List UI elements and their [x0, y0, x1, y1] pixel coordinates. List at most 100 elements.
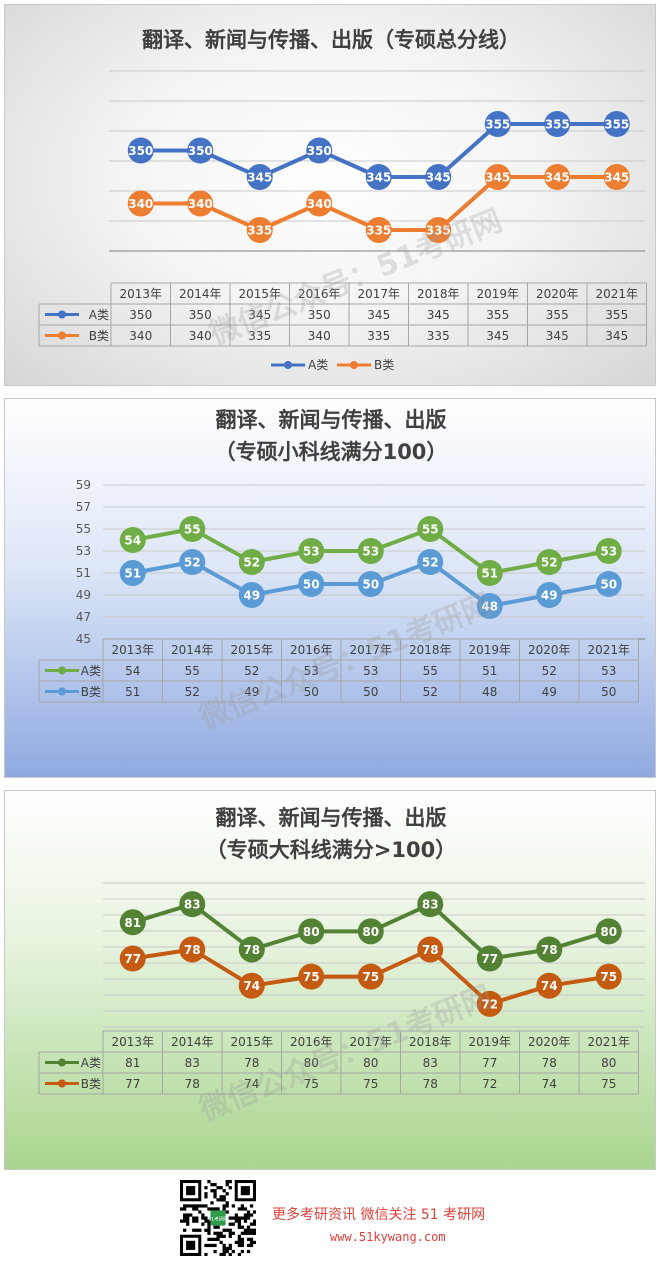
- data-point: [536, 582, 563, 608]
- qr-module: [207, 1231, 211, 1235]
- data-point: [179, 516, 206, 542]
- series-name: A类: [81, 1056, 101, 1070]
- qr-module: [249, 1213, 254, 1217]
- qr-module: [204, 1192, 208, 1196]
- qr-module: [195, 1228, 199, 1232]
- table-cell-value: 48: [482, 685, 497, 699]
- table-cell-value: 51: [125, 685, 140, 699]
- data-label: 55: [184, 523, 201, 537]
- data-point: [298, 918, 325, 945]
- qr-module: [207, 1207, 211, 1211]
- table-cell-value: 335: [427, 329, 450, 343]
- data-label: 80: [600, 925, 617, 939]
- table-cell-value: 50: [304, 685, 319, 699]
- data-point: [544, 111, 571, 137]
- qr-module: [231, 1249, 235, 1254]
- qr-module: [246, 1213, 251, 1217]
- qr-module: [225, 1192, 229, 1196]
- qr-module: [228, 1252, 232, 1257]
- qr-module: [210, 1189, 214, 1193]
- qr-module: [192, 1219, 196, 1223]
- qr-module: [207, 1237, 211, 1241]
- website-link[interactable]: www.51kywang.com: [330, 1230, 446, 1244]
- qr-module: [198, 1210, 202, 1214]
- qr-module: [246, 1210, 251, 1214]
- table-cell-value: 335: [248, 329, 271, 343]
- qr-module: [222, 1195, 226, 1199]
- table-cell-value: 350: [189, 308, 212, 322]
- qr-module: [207, 1243, 211, 1248]
- x-tick-label: 2020年: [536, 287, 579, 301]
- data-point: [357, 918, 384, 945]
- footer: 51考研网 更多考研资讯 微信关注 51 考研网 www.51kywang.co…: [0, 1174, 659, 1264]
- table-cell-value: 80: [304, 1056, 319, 1070]
- table-cell-value: 52: [423, 685, 438, 699]
- data-point: [595, 963, 622, 990]
- x-tick-label: 2021年: [595, 287, 638, 301]
- qr-module: [216, 1207, 220, 1211]
- qr-module: [234, 1219, 238, 1223]
- data-label: 72: [481, 997, 498, 1011]
- qr-module: [240, 1237, 245, 1241]
- qr-module: [237, 1219, 241, 1223]
- qr-module: [240, 1216, 245, 1220]
- legend-marker: [350, 361, 358, 369]
- data-point: [595, 571, 622, 597]
- data-label: 345: [366, 171, 391, 185]
- data-point: [179, 891, 206, 918]
- data-point: [306, 137, 333, 164]
- data-point: [298, 963, 325, 990]
- qr-module: [225, 1228, 229, 1232]
- qr-logo-text: 51考研网: [208, 1217, 228, 1223]
- x-tick-label: 2020年: [528, 643, 571, 657]
- qr-module: [246, 1216, 251, 1220]
- qr-module: [204, 1252, 208, 1257]
- data-label: 78: [422, 943, 439, 957]
- qr-module: [216, 1225, 220, 1229]
- qr-module: [207, 1180, 211, 1184]
- legend-marker: [284, 361, 292, 369]
- x-tick-label: 2013年: [111, 1035, 154, 1049]
- data-label: 52: [243, 556, 260, 570]
- qr-module: [249, 1222, 254, 1226]
- table-cell-value: 355: [605, 308, 628, 322]
- table-cell-value: 78: [542, 1056, 557, 1070]
- qr-module: [216, 1231, 220, 1235]
- data-label: 83: [184, 898, 201, 912]
- series-name: A类: [81, 664, 101, 678]
- qr-module: [183, 1216, 187, 1220]
- data-point: [238, 549, 265, 575]
- legend-key-marker: [58, 666, 66, 675]
- data-label: 340: [128, 197, 153, 211]
- table-cell-value: 52: [542, 664, 557, 678]
- qr-module: [216, 1186, 220, 1190]
- x-tick-label: 2020年: [528, 1035, 571, 1049]
- chart-title-line-1: 翻译、新闻与传播、出版（专硕总分线）: [142, 28, 520, 52]
- x-tick-label: 2017年: [349, 1035, 392, 1049]
- data-point: [298, 538, 325, 564]
- qr-module: [222, 1249, 226, 1254]
- data-point: [536, 936, 563, 963]
- table-cell-value: 75: [601, 1077, 616, 1091]
- data-point: [119, 909, 146, 936]
- data-point: [476, 560, 503, 586]
- qr-module: [246, 1225, 251, 1229]
- qr-finder: [186, 1186, 196, 1196]
- data-label: 345: [604, 171, 629, 185]
- table-cell-value: 49: [244, 685, 259, 699]
- data-point: [127, 137, 154, 164]
- qr-module: [201, 1222, 205, 1226]
- qr-finder: [240, 1186, 250, 1196]
- chart-title-line-1: 翻译、新闻与传播、出版: [216, 408, 447, 432]
- x-tick-label: 2019年: [476, 287, 519, 301]
- qr-module: [243, 1213, 248, 1217]
- data-label: 78: [243, 943, 260, 957]
- x-tick-label: 2016年: [290, 1035, 333, 1049]
- data-label: 55: [422, 523, 439, 537]
- table-cell-value: 350: [129, 308, 152, 322]
- qr-module: [207, 1222, 211, 1226]
- data-point: [298, 571, 325, 597]
- y-tick-label: 53: [76, 544, 91, 558]
- qr-module: [195, 1207, 199, 1211]
- qr-module: [186, 1204, 190, 1208]
